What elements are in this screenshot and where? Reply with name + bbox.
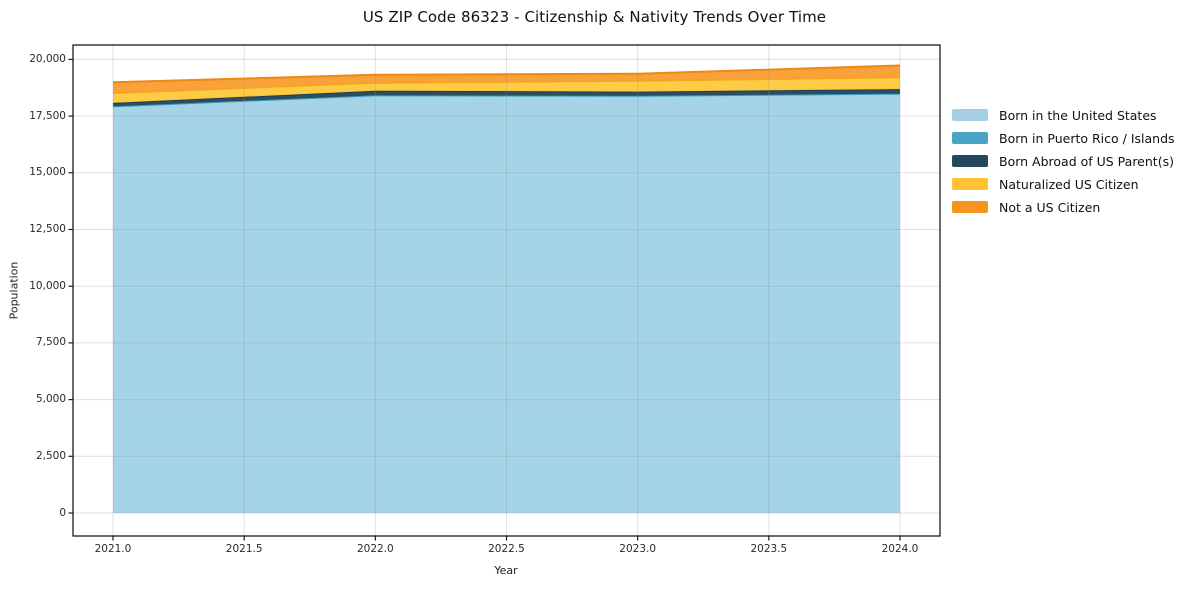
chart-title: US ZIP Code 86323 - Citizenship & Nativi… (362, 8, 827, 26)
x-tick-label: 2021.0 (94, 543, 132, 555)
legend-swatch-icon (952, 109, 988, 122)
legend-item-label: Born in Puerto Rico / Islands (999, 130, 1175, 146)
area-band (113, 94, 900, 513)
legend-item-label: Naturalized US Citizen (999, 176, 1139, 192)
legend-swatch-icon (952, 155, 988, 168)
legend: Born in the United States Born in Puerto… (952, 104, 1175, 218)
y-tick-label: 0 (59, 506, 66, 519)
legend-item-label: Born in the United States (999, 107, 1157, 123)
y-axis-title: Population (7, 261, 21, 320)
x-tick-label: 2024.0 (881, 543, 919, 555)
y-tick-label: 5,000 (35, 393, 66, 406)
x-tick-label: 2021.5 (225, 543, 263, 555)
legend-item: Born in Puerto Rico / Islands (952, 127, 1175, 150)
y-tick-label: 2,500 (35, 449, 66, 462)
x-tick-label: 2022.5 (488, 543, 525, 555)
legend-item: Naturalized US Citizen (952, 173, 1175, 196)
legend-item: Not a US Citizen (952, 196, 1175, 219)
x-tick-label: 2023.5 (750, 543, 788, 555)
legend-item-label: Born Abroad of US Parent(s) (999, 153, 1174, 169)
legend-swatch-icon (952, 132, 988, 145)
y-tick-label: 10,000 (29, 279, 66, 292)
area-band-topline (112, 64, 901, 84)
x-axis-title: Year (494, 564, 518, 577)
y-tick-label: 20,000 (29, 52, 66, 65)
legend-item: Born Abroad of US Parent(s) (952, 150, 1175, 173)
legend-item: Born in the United States (952, 104, 1175, 127)
x-tick-label: 2023.0 (619, 543, 657, 555)
legend-item-label: Not a US Citizen (999, 199, 1101, 215)
legend-swatch-icon (952, 201, 988, 213)
y-tick-label: 12,500 (29, 223, 66, 235)
y-tick-label: 15,000 (29, 166, 66, 179)
x-tick-label: 2022.0 (356, 543, 394, 555)
area-band (113, 89, 900, 107)
legend-swatch-icon (952, 178, 988, 191)
y-tick-label: 7,500 (35, 336, 66, 349)
area-band (113, 77, 900, 103)
y-tick-label: 17,500 (29, 109, 66, 122)
